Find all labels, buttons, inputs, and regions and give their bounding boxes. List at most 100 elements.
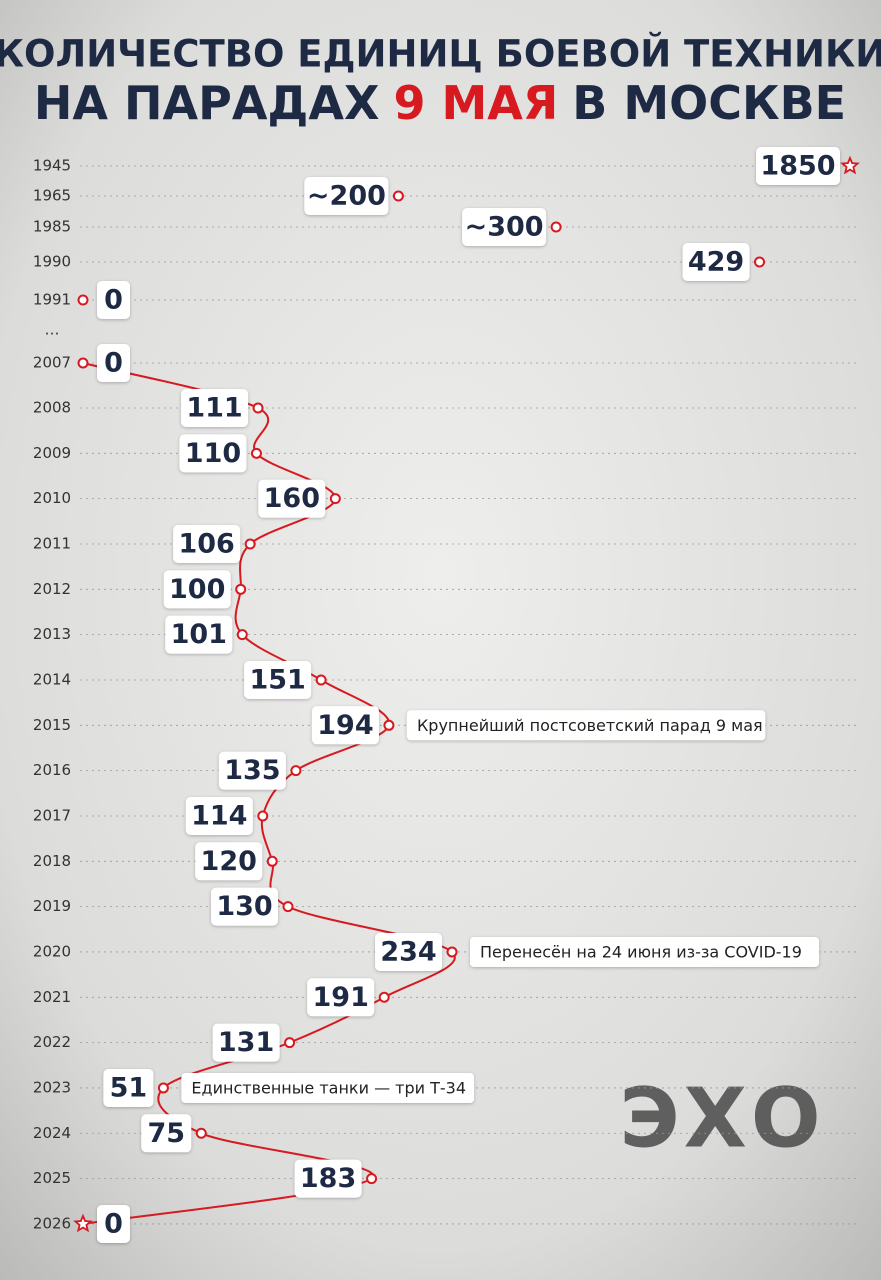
value-label: 234 [380,936,436,967]
logo: ЭХО [619,1071,824,1166]
value-box [218,751,286,790]
year-label: 2022 [33,1033,71,1051]
point-marker [257,810,269,822]
title-part: В МОСКВЕ [572,76,846,130]
value-label: ~300 [465,212,544,243]
value-label: ~200 [307,181,386,212]
value-label: 1850 [760,151,835,182]
point-marker [250,447,262,459]
year-label: 2014 [33,670,71,688]
value-box [294,1159,362,1198]
value-box [311,706,379,745]
point-marker [266,855,278,867]
annotation-box [470,936,820,967]
year-label: 1945 [33,157,71,175]
year-label: 2024 [33,1124,71,1142]
value-box [258,479,326,518]
point-marker [77,357,89,369]
value-box [211,887,279,926]
annotation-box [406,710,766,741]
point-marker [550,221,562,233]
value-label: 120 [201,846,257,877]
value-box [103,1068,154,1107]
point-marker [383,719,395,731]
year-label: 2018 [33,852,71,870]
value-box [185,796,253,835]
value-label: 0 [104,285,123,316]
value-label: 130 [216,891,272,922]
year-label: 2017 [33,806,71,824]
year-label: 2026 [33,1214,71,1232]
value-label: 183 [300,1163,356,1194]
value-box [212,1023,280,1062]
annotation-box [181,1072,475,1103]
year-label: 2025 [33,1169,71,1187]
title-part: 9 МАЯ [393,76,558,130]
value-box [97,344,130,382]
year-label: 2023 [33,1078,71,1096]
value-box [141,1114,192,1153]
value-label: 151 [249,664,305,695]
year-label: 2019 [33,897,71,915]
value-box [173,524,241,563]
value-box [97,281,130,319]
value-box [682,243,750,281]
year-label: 2009 [33,444,71,462]
point-marker [446,946,458,958]
title-part: НА ПАРАДАХ [34,76,380,130]
annotation: Перенесён на 24 июня из-за COVID-19 [480,942,802,961]
value-box [165,615,233,654]
value-label: 194 [317,710,373,741]
value-box [307,978,375,1017]
value-label: 0 [104,1208,123,1239]
point-marker [366,1173,378,1185]
value-label: 111 [186,393,242,424]
value-label: 429 [688,247,744,278]
point-marker [284,1037,296,1049]
point-marker [392,190,404,202]
year-label: 2016 [33,761,71,779]
point-marker [244,538,256,550]
year-label: 2011 [33,534,71,552]
star-marker [73,1213,93,1233]
point-marker [282,901,294,913]
point-marker [754,256,766,268]
value-label: 75 [147,1118,185,1149]
value-box [195,842,263,881]
point-marker [195,1127,207,1139]
year-label: 1965 [33,187,71,205]
point-marker [329,493,341,505]
year-label: 2015 [33,716,71,734]
value-label: 106 [178,528,234,559]
value-box [462,208,547,246]
value-label: 0 [104,348,123,379]
value-box [181,389,249,427]
point-marker [252,402,264,414]
value-label: 131 [218,1027,274,1058]
value-label: 110 [185,438,241,469]
point-marker [315,674,327,686]
year-label: 1990 [33,253,71,271]
point-marker [157,1082,169,1094]
value-box [244,660,312,699]
year-label: 2020 [33,942,71,960]
year-label: 2021 [33,988,71,1006]
point-marker [77,294,89,306]
year-label: 1985 [33,218,71,236]
value-label: 100 [169,574,225,605]
value-box [179,434,247,473]
year-label: 2007 [33,354,71,372]
point-marker [378,991,390,1003]
point-marker [290,765,302,777]
value-label: 160 [264,483,320,514]
value-label: 51 [110,1072,148,1103]
point-marker [235,583,247,595]
value-box [756,147,840,185]
year-label: 2012 [33,580,71,598]
value-label: 191 [313,982,369,1013]
value-label: 135 [224,755,280,786]
value-label: 114 [191,800,247,831]
year-label: 2013 [33,625,71,643]
